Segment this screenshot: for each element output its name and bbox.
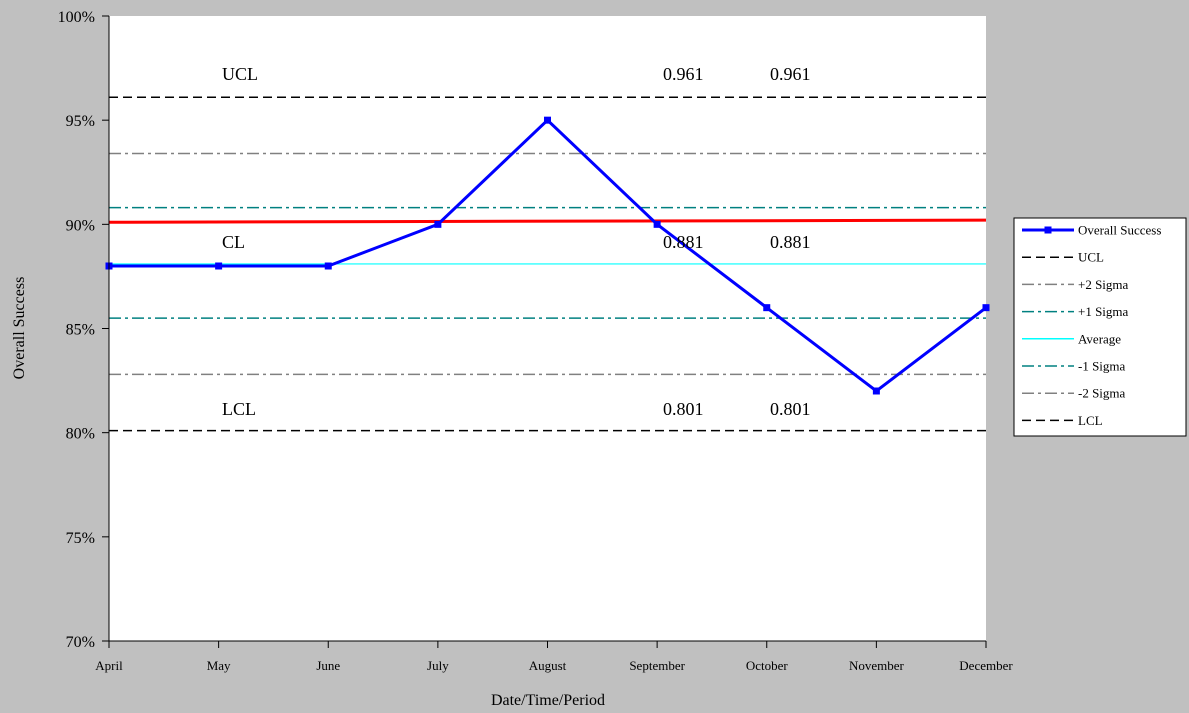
x-tick-label: November <box>849 658 905 673</box>
x-tick-label: August <box>529 658 567 673</box>
legend-label-1-sigma: -1 Sigma <box>1078 359 1126 374</box>
x-axis-title: Date/Time/Period <box>491 692 605 709</box>
cl-value: 0.881 <box>770 232 811 252</box>
y-tick-label: 70% <box>66 634 95 651</box>
legend-label-average: Average <box>1078 331 1121 346</box>
data-point-july <box>434 220 442 228</box>
legend-label-1-sigma: +1 Sigma <box>1078 304 1129 319</box>
y-tick-label: 100% <box>58 9 95 26</box>
cl-label: CL <box>222 232 245 252</box>
lcl-value: 0.801 <box>663 399 704 419</box>
plot-area <box>109 16 986 641</box>
lcl-value: 0.801 <box>770 399 811 419</box>
legend-label-ucl: UCL <box>1078 250 1104 265</box>
x-tick-label: May <box>207 658 231 673</box>
data-point-october <box>763 304 771 312</box>
x-tick-label: April <box>95 658 123 673</box>
legend-label-overall-success: Overall Success <box>1078 223 1161 238</box>
y-tick-label: 75% <box>66 530 95 547</box>
legend-label-lcl: LCL <box>1078 413 1103 428</box>
y-axis-title: Overall Success <box>11 277 28 380</box>
legend-marker-overall-success <box>1044 226 1052 234</box>
y-tick-label: 90% <box>66 217 95 234</box>
ucl-value: 0.961 <box>770 64 811 84</box>
control-limit-lines <box>109 96 986 432</box>
legend-label-2-sigma: +2 Sigma <box>1078 277 1129 292</box>
trend-line-group <box>108 218 987 224</box>
x-tick-label: September <box>629 658 685 673</box>
axes: 70% 75% 80% 85% 90% 95% 100% April May June July Au… <box>58 9 1014 673</box>
lcl-label: LCL <box>222 399 256 419</box>
annotations: UCL 0.961 0.961 CL 0.881 0.881 LCL 0.801 0.801 <box>222 64 811 419</box>
legend-label-2-sigma: -2 Sigma <box>1078 386 1126 401</box>
legend-box <box>1013 217 1187 437</box>
data-point-august <box>544 116 551 124</box>
data-point-december <box>982 304 990 312</box>
x-tick-label: October <box>746 658 789 673</box>
y-tick-label: 80% <box>66 426 95 443</box>
ucl-value: 0.961 <box>663 64 704 84</box>
x-tick-label: June <box>316 658 340 673</box>
data-point-may <box>215 262 223 270</box>
y-tick-label: 95% <box>66 113 95 130</box>
y-tick-label: 85% <box>66 322 95 339</box>
x-tick-label: July <box>427 658 449 673</box>
cl-value: 0.881 <box>663 232 704 252</box>
legend: Overall Success UCL +2 Sigma +1 Sigma Averag… <box>1013 217 1187 437</box>
trend-line <box>108 218 987 224</box>
x-tick-label: December <box>959 658 1013 673</box>
data-point-september <box>653 220 661 228</box>
series-group <box>105 116 990 395</box>
data-point-june <box>324 262 332 270</box>
ucl-label: UCL <box>222 64 258 84</box>
data-point-november <box>872 387 880 395</box>
